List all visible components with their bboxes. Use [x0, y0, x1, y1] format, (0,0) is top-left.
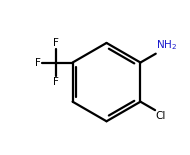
Text: Cl: Cl: [156, 111, 166, 121]
Text: NH$_2$: NH$_2$: [156, 39, 177, 52]
Text: F: F: [53, 38, 59, 48]
Text: F: F: [53, 77, 59, 87]
Text: F: F: [35, 58, 41, 68]
